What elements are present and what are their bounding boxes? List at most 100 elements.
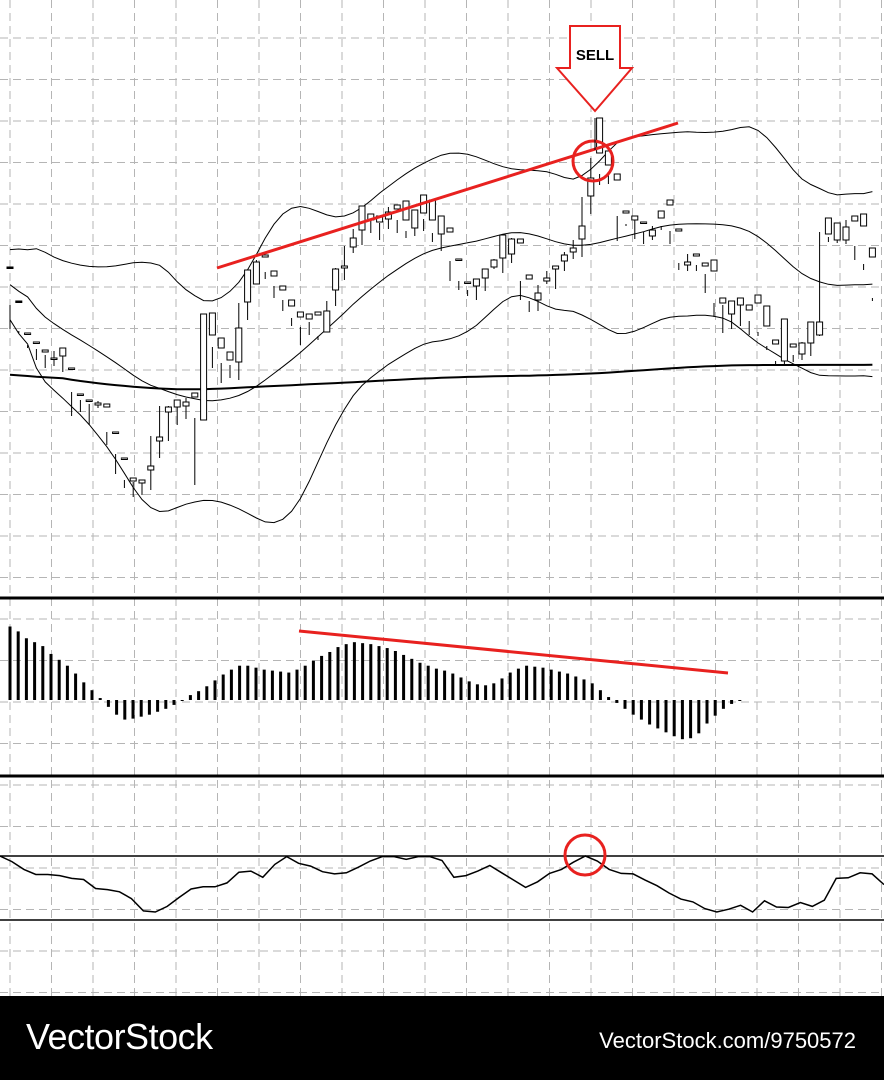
histogram-bar <box>229 669 233 700</box>
histogram-bar <box>631 700 635 715</box>
histogram-bar <box>57 659 61 700</box>
histogram-bar <box>8 626 12 700</box>
candle-body <box>798 342 806 355</box>
candle-body <box>525 274 533 280</box>
candle-body <box>569 247 577 253</box>
histogram-trendline <box>298 629 729 675</box>
candle-body <box>235 327 243 363</box>
bollinger-lower-line <box>9 294 873 524</box>
histogram-bar <box>713 700 717 716</box>
histogram-bar <box>566 673 570 700</box>
candle-body <box>305 313 313 320</box>
histogram-bar <box>418 662 422 700</box>
histogram-bar <box>139 700 143 717</box>
brand-name: VectorStock <box>26 1016 213 1057</box>
candle-body <box>692 253 700 257</box>
histogram-bar <box>410 658 414 700</box>
histogram-bar <box>205 686 209 700</box>
histogram-bar <box>213 680 217 700</box>
candle-body <box>191 392 199 398</box>
candle-body <box>279 285 287 291</box>
candle-body <box>613 173 621 181</box>
candle-body <box>164 406 172 413</box>
candle-body <box>6 266 14 269</box>
histogram-bar <box>623 700 627 709</box>
histogram-bar <box>730 700 734 704</box>
candle-body <box>261 254 269 258</box>
highlight-circle-price <box>571 139 615 183</box>
histogram-bar <box>106 700 110 707</box>
candle-body <box>710 259 718 272</box>
price-trendline <box>216 121 679 270</box>
histogram-bar <box>303 665 307 700</box>
candle-body <box>684 261 692 266</box>
candle-body <box>833 222 841 241</box>
candle-body <box>147 465 155 471</box>
candle-body <box>860 213 868 227</box>
histogram-bar <box>721 700 725 709</box>
candle-body <box>851 215 859 222</box>
annotations: SELL <box>216 25 729 877</box>
histogram-bar <box>533 666 537 700</box>
candle-body <box>508 238 516 255</box>
oscillator-line <box>0 855 884 913</box>
candle-body <box>244 269 252 303</box>
histogram-bar <box>459 677 463 700</box>
histogram-bar <box>41 646 45 700</box>
candle-body <box>631 215 639 221</box>
candle-body <box>807 321 815 344</box>
candle-body <box>516 238 524 244</box>
candle-body <box>648 229 656 237</box>
histogram-bar <box>525 665 529 700</box>
histogram-bar <box>344 644 348 700</box>
candle-body <box>481 268 489 279</box>
candle-body <box>728 300 736 315</box>
candle-body <box>120 457 128 460</box>
histogram-bar <box>221 674 225 700</box>
candle-body <box>842 226 850 241</box>
histogram-bar <box>254 667 258 700</box>
histogram-bar <box>16 631 20 700</box>
candle-body <box>182 401 190 407</box>
candle-body <box>543 277 551 282</box>
histogram-bar <box>590 683 594 700</box>
histogram-bar <box>320 655 324 700</box>
candle-body <box>156 436 164 442</box>
candle-body <box>332 268 340 291</box>
candle-body <box>68 367 76 370</box>
chart-grid <box>0 0 884 996</box>
histogram-bar <box>607 697 611 700</box>
histogram-bar <box>82 682 86 700</box>
histogram-bar <box>393 651 397 700</box>
candle-body <box>596 117 604 154</box>
candle-body <box>200 313 208 421</box>
candle-body <box>41 349 49 353</box>
histogram-bar <box>385 648 389 700</box>
histogram-bar <box>689 700 693 739</box>
candle-body <box>587 177 595 197</box>
histogram-bar <box>279 671 283 700</box>
candle-body <box>270 270 278 277</box>
histogram-bar <box>74 673 78 700</box>
histogram-bar <box>90 690 94 700</box>
candle-body <box>490 259 498 268</box>
histogram-bar <box>697 700 701 734</box>
histogram-bar <box>672 700 676 737</box>
histogram-bar <box>598 690 602 700</box>
candle-body <box>15 300 23 303</box>
histogram-bar <box>656 700 660 729</box>
histogram-bar <box>65 665 69 700</box>
candle-body <box>32 341 40 344</box>
histogram-bar <box>680 700 684 740</box>
candle-body <box>411 209 419 229</box>
histogram-bar <box>639 700 643 720</box>
histogram-bar <box>180 700 184 701</box>
watermark-footer: VectorStock VectorStock.com/9750572 <box>0 996 884 1080</box>
candle-body <box>736 297 744 306</box>
trading-chart: SELL <box>0 0 884 996</box>
histogram-bar <box>402 654 406 700</box>
histogram-bar <box>197 691 201 700</box>
histogram-bar <box>24 638 28 700</box>
histogram-bar <box>49 653 53 700</box>
histogram-bar <box>369 644 373 700</box>
